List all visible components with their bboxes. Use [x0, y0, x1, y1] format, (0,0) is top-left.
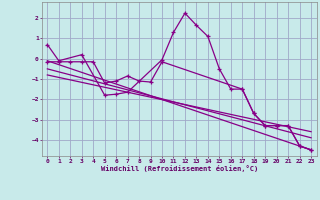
X-axis label: Windchill (Refroidissement éolien,°C): Windchill (Refroidissement éolien,°C) [100, 165, 258, 172]
